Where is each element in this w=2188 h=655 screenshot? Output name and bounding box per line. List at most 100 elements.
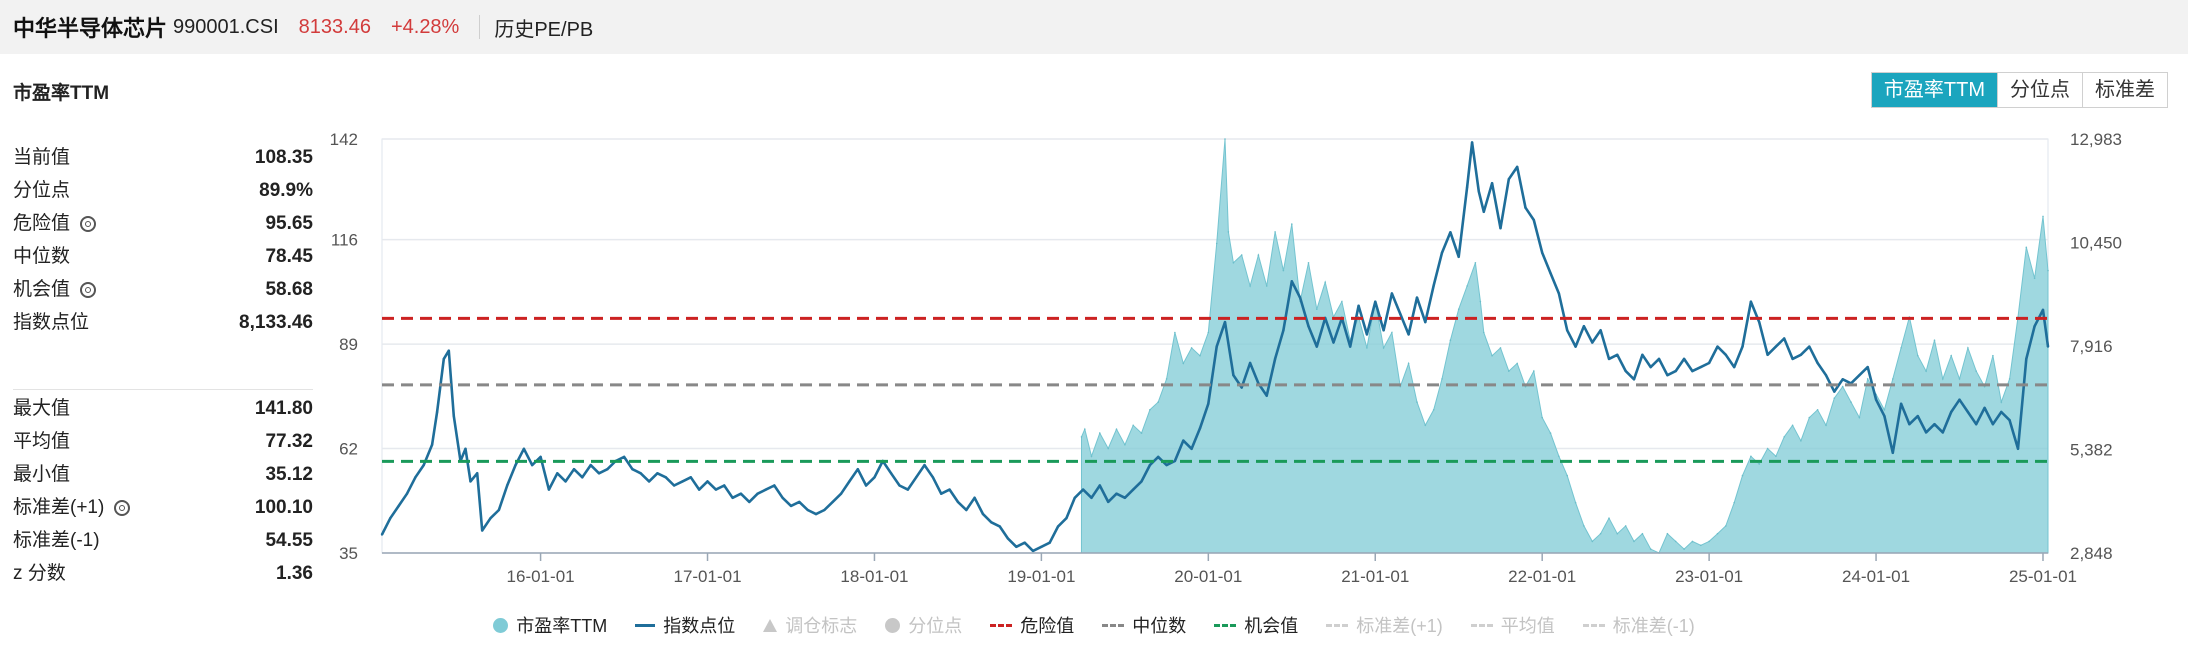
- index-level-point: [1157, 455, 1160, 459]
- pe-ttm-point: [1274, 231, 1276, 233]
- stat-row: 中位数 78.45: [13, 240, 313, 273]
- tab-pe-ttm[interactable]: 市盈率TTM: [1871, 73, 1997, 107]
- index-level-point: [656, 472, 659, 475]
- index-level-point: [856, 468, 859, 471]
- chart-legend: 市盈率TTM 指数点位 调仓标志 分位点 危险值 中位数 机会值 标准差(+1) 平均值 标准差(…: [0, 612, 2188, 638]
- tab-std-dev[interactable]: 标准差: [2082, 73, 2167, 107]
- legend-item[interactable]: 市盈率TTM: [493, 612, 607, 638]
- index-level-point: [1056, 525, 1060, 528]
- pe-ttm-point: [1892, 378, 1894, 380]
- pe-ttm-point: [1683, 548, 1685, 550]
- index-level-point: [469, 480, 472, 483]
- index-level-point: [1282, 329, 1285, 332]
- index-level-point: [1148, 463, 1152, 467]
- legend-item[interactable]: 调仓标志: [763, 612, 857, 638]
- stat-value: 100.10: [254, 497, 313, 518]
- stat-value: 78.45: [265, 246, 313, 267]
- legend-item[interactable]: 分位点: [885, 612, 962, 638]
- pe-ttm-point: [1808, 416, 1811, 419]
- x-tick-label: 18-01-01: [840, 567, 908, 586]
- index-level-point: [1432, 284, 1435, 287]
- gear-icon[interactable]: [80, 281, 97, 298]
- index-level-point: [1858, 374, 1861, 377]
- index-level-point: [1374, 300, 1377, 303]
- stat-label-text: 机会值: [13, 279, 71, 300]
- pe-area-layer: [1080, 138, 2049, 554]
- stat-label-text: 标准差(-1): [13, 530, 100, 551]
- index-level-point: [1499, 227, 1502, 230]
- index-level-point: [906, 488, 909, 491]
- index-level-point: [1799, 353, 1803, 356]
- index-level-point: [923, 463, 926, 467]
- pe-ttm-point: [1633, 540, 1635, 543]
- pe-ttm-point: [1858, 416, 1861, 419]
- legend-item[interactable]: 标准差(+1): [1326, 612, 1443, 638]
- pe-ttm-point: [1474, 262, 1477, 264]
- pe-ttm-point: [1624, 525, 1627, 527]
- index-level-point: [631, 468, 634, 471]
- index-level-point: [1574, 345, 1577, 348]
- stat-row: 指数点位 8,133.46: [13, 306, 313, 339]
- index-level-point: [1916, 414, 1920, 418]
- chart-axes: 142 116 89 62 35 12,983 10,450 7,916 5,382 2,848 1…: [330, 130, 2122, 586]
- gear-icon[interactable]: [80, 215, 97, 232]
- index-level-point: [814, 512, 818, 516]
- x-tick-label: 17-01-01: [673, 567, 741, 586]
- x-tick-label: 16-01-01: [507, 567, 575, 586]
- pe-ttm-point: [1574, 501, 1577, 504]
- pe-ttm-point: [1080, 436, 1083, 438]
- index-level-point: [1816, 361, 1819, 365]
- index-level-point: [1182, 439, 1185, 442]
- index-level-point: [1624, 369, 1627, 373]
- index-level-point: [442, 357, 445, 361]
- pe-ttm-point: [1084, 428, 1086, 431]
- index-level-point: [1415, 296, 1419, 299]
- index-level-point: [1924, 431, 1928, 434]
- index-level-point: [1591, 341, 1594, 344]
- legend-label: 指数点位: [663, 616, 736, 636]
- pe-ttm-point: [1583, 525, 1585, 527]
- pe-ttm-point: [1199, 354, 1201, 357]
- index-level-point: [773, 484, 776, 487]
- stat-row: 危险值 95.65: [13, 207, 313, 240]
- pe-ttm-point: [1265, 285, 1268, 287]
- pe-ttm-point: [1115, 428, 1118, 431]
- pe-chart: 142 116 89 62 35 12,983 10,450 7,916 5,382 2,848 1…: [330, 130, 2122, 586]
- stat-label-text: 分位点: [13, 180, 71, 201]
- stat-label: 最小值: [13, 458, 70, 491]
- legend-circle-icon: [493, 617, 509, 633]
- pe-ttm-point: [1883, 409, 1886, 411]
- index-level-point: [1724, 353, 1728, 356]
- legend-item[interactable]: 指数点位: [635, 612, 735, 638]
- index-level-point: [965, 508, 968, 512]
- index-level-point: [698, 488, 701, 491]
- legend-item[interactable]: 危险值: [990, 612, 1074, 638]
- index-level-point: [2046, 345, 2050, 348]
- legend-item[interactable]: 标准差(-1): [1582, 612, 1695, 638]
- index-level-point: [422, 463, 425, 467]
- index-level-point: [1674, 369, 1677, 373]
- pe-ttm-point: [1090, 455, 1093, 458]
- pe-ttm-point: [2047, 269, 2049, 272]
- legend-item[interactable]: 中位数: [1102, 612, 1186, 638]
- legend-item[interactable]: 平均值: [1470, 612, 1555, 638]
- stat-label-text: 中位数: [13, 246, 71, 267]
- index-level-point: [1741, 345, 1744, 348]
- pe-ttm-point: [1666, 532, 1669, 535]
- pe-ttm-point: [1157, 401, 1159, 403]
- index-level-point: [748, 500, 751, 504]
- index-level-point: [1098, 484, 1102, 487]
- index-level-point: [1290, 280, 1294, 283]
- index-level-point: [397, 504, 400, 508]
- gear-icon[interactable]: [114, 499, 131, 516]
- header-subtitle[interactable]: 历史PE/PB: [494, 18, 594, 41]
- stats-history: 最大值 141.80 平均值 77.32 最小值 35.12 标准差(+1) 100.10 标准…: [13, 392, 313, 590]
- legend-item[interactable]: 机会值: [1214, 612, 1298, 638]
- tab-percentile[interactable]: 分位点: [1997, 73, 2082, 107]
- stat-value: 95.65: [265, 213, 313, 234]
- index-level-point: [476, 472, 479, 475]
- index-level-point: [1975, 423, 1978, 426]
- x-tick-label: 20-01-01: [1174, 567, 1242, 586]
- stat-value: 58.68: [265, 279, 313, 300]
- pe-ttm-point: [1190, 347, 1193, 349]
